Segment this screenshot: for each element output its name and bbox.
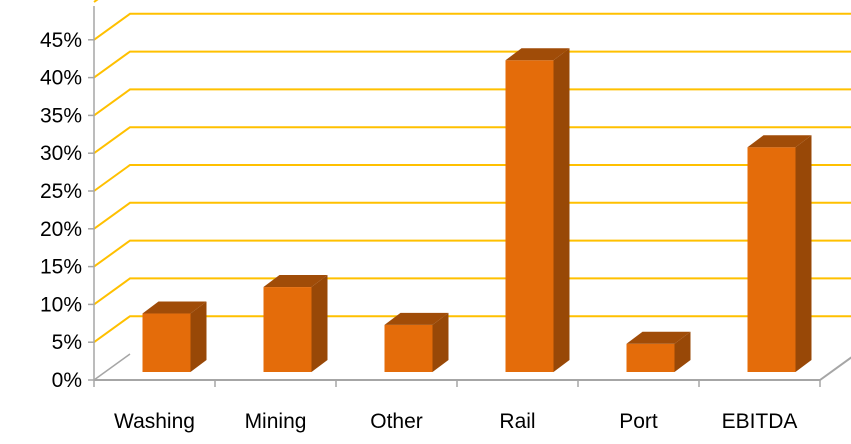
y-tick-label: 40% — [40, 67, 82, 90]
gridline — [93, 315, 851, 344]
y-tick-label: 0% — [52, 369, 82, 392]
bars — [142, 48, 812, 372]
y-tick-label: 20% — [40, 218, 82, 241]
bar — [626, 331, 691, 372]
gridline — [93, 164, 851, 192]
x-category-label: Mining — [245, 410, 307, 433]
x-category-label: Other — [370, 410, 423, 433]
labels: 0% 5% 10% 15% 20% 25% 30% 35% 40% 45% Washing Minin… — [40, 29, 797, 433]
gridline — [93, 201, 851, 230]
bar-front — [505, 60, 554, 372]
y-tick-label: 35% — [40, 104, 82, 127]
bar-front — [142, 313, 191, 372]
bar-side — [795, 135, 812, 372]
bar — [142, 301, 207, 372]
y-tick-label: 25% — [40, 180, 82, 203]
gridline — [93, 50, 851, 79]
y-tick-label: 45% — [40, 29, 82, 52]
axes — [88, 6, 851, 387]
x-axis-floor — [94, 356, 851, 381]
gridline — [93, 88, 851, 117]
gridline — [93, 239, 851, 268]
grid — [93, 0, 851, 344]
gridline — [93, 126, 851, 155]
y-tick-label: 5% — [52, 331, 82, 354]
bar-side — [674, 331, 691, 372]
floor-depth-line — [93, 353, 131, 381]
gridline — [93, 277, 851, 306]
bar-top — [505, 48, 570, 61]
bar — [747, 135, 812, 372]
x-category-label: EBITDA — [722, 410, 798, 433]
bar — [384, 312, 449, 372]
bar-front — [747, 147, 796, 372]
bar-top — [747, 135, 812, 148]
bar-front — [626, 343, 675, 372]
bar-front — [263, 287, 312, 372]
y-tick-label: 15% — [40, 256, 82, 279]
y-tick-label: 10% — [40, 293, 82, 316]
bar-top — [263, 275, 328, 288]
bar-side — [190, 301, 207, 372]
bar-top — [142, 301, 207, 314]
y-tick-label: 30% — [40, 142, 82, 165]
bar-top — [626, 331, 691, 344]
x-category-label: Port — [619, 410, 658, 433]
bar-side — [553, 48, 570, 372]
x-category-label: Washing — [114, 410, 195, 433]
bar-front — [384, 324, 433, 372]
gridline — [93, 12, 851, 41]
bar-side — [311, 275, 328, 372]
bar — [263, 275, 328, 372]
bar-top — [384, 312, 449, 325]
bar — [505, 48, 570, 372]
x-category-label: Rail — [499, 410, 535, 433]
gridline — [93, 0, 99, 3]
bar-side — [432, 312, 449, 372]
